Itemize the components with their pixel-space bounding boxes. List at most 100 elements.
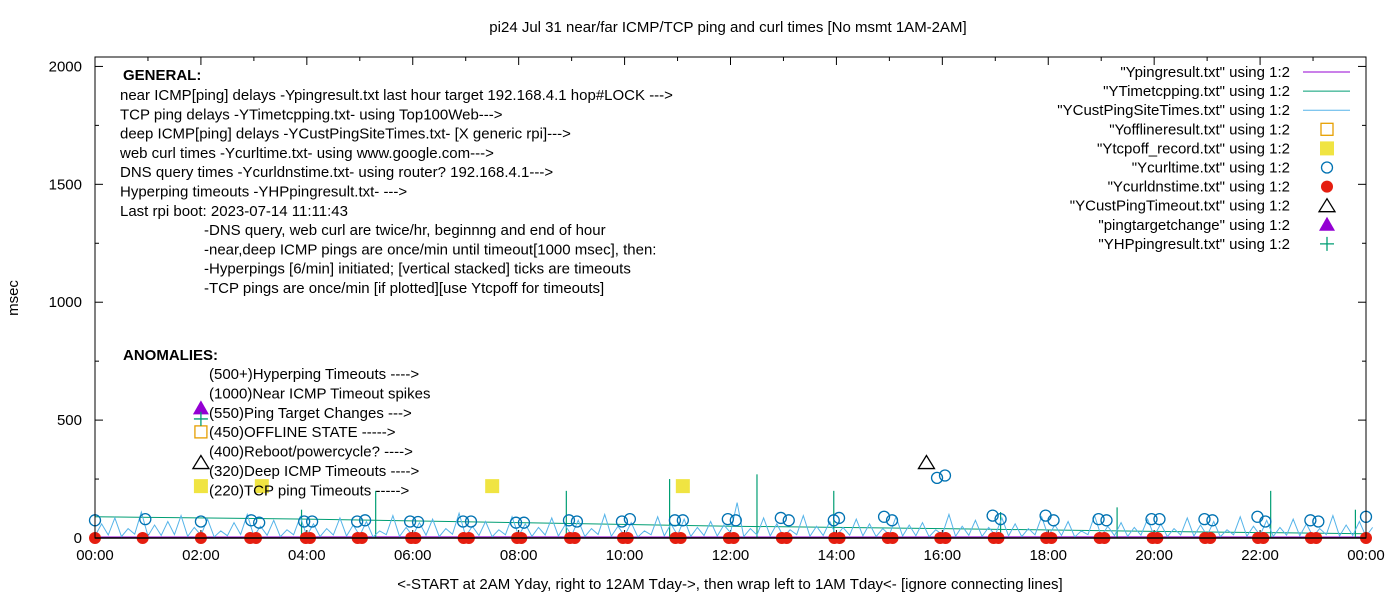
legend-label: "Ypingresult.txt" using 1:2 xyxy=(1120,64,1290,81)
general-note-line: DNS query times -Ycurldnstime.txt- using… xyxy=(120,164,553,181)
legend-swatch-open-circle xyxy=(1320,161,1334,174)
series-5-point xyxy=(1312,515,1325,528)
legend-label: "Yofflineresult.txt" using 1:2 xyxy=(1109,121,1290,138)
series-5-point xyxy=(930,471,944,485)
series-5-point xyxy=(403,515,417,528)
series-5-point xyxy=(464,515,478,528)
series-5-point xyxy=(139,512,152,526)
series-5-point xyxy=(305,515,319,528)
series-5-point xyxy=(782,514,795,527)
y-tick-label: 1000 xyxy=(49,294,82,311)
x-tick-label: 00:00 xyxy=(1347,547,1385,564)
anomaly-line: (550)Ping Target Changes ---> xyxy=(209,405,412,422)
y-tick-label: 2000 xyxy=(49,58,82,75)
legend-label: "YHPpingresult.txt" using 1:2 xyxy=(1098,236,1290,253)
general-note-line: near ICMP[ping] delays -Ypingresult.txt … xyxy=(120,87,673,104)
anomaly-line: (500+)Hyperping Timeouts ----> xyxy=(209,366,419,383)
series-5-point xyxy=(721,512,735,526)
x-tick-label: 06:00 xyxy=(394,547,432,564)
x-axis-label: <-START at 2AM Yday, right to 12AM Tday-… xyxy=(397,576,1062,593)
x-tick-label: 16:00 xyxy=(924,547,962,564)
series-5-point xyxy=(668,514,682,527)
series-5-point xyxy=(729,514,742,527)
series-5-point xyxy=(358,514,372,527)
general-sub-line: -Hyperpings [6/min] initiated; [vertical… xyxy=(204,261,631,278)
y-tick-label: 500 xyxy=(57,412,82,429)
series-5-point xyxy=(774,511,787,525)
series-8-point xyxy=(192,400,209,415)
general-sub-line: -DNS query, web curl are twice/hr, begin… xyxy=(204,222,606,239)
series-5-point xyxy=(827,514,840,527)
series-5-point xyxy=(986,509,999,522)
series-7-point xyxy=(917,454,936,470)
legend-swatch-plus xyxy=(1320,236,1334,251)
x-tick-label: 20:00 xyxy=(1135,547,1173,564)
series-5-point xyxy=(253,516,266,529)
plot-frame xyxy=(94,56,1367,539)
general-note-line: Hyperping timeouts -YHPpingresult.txt- -… xyxy=(120,184,407,201)
series-5-point xyxy=(994,512,1007,526)
legend-label: "Ycurldnstime.txt" using 1:2 xyxy=(1108,179,1290,196)
legend-swatch-filled-circle xyxy=(1321,180,1333,193)
x-tick-label: 22:00 xyxy=(1241,547,1279,564)
series-4-point xyxy=(485,479,500,494)
general-heading: GENERAL: xyxy=(123,67,201,84)
series-5-point xyxy=(1100,514,1113,527)
legend-swatch-open-square xyxy=(1320,122,1334,136)
series-5-point xyxy=(562,514,576,527)
series-4-point xyxy=(254,479,269,494)
series-5-point xyxy=(245,514,258,527)
series-5-point xyxy=(877,510,891,523)
general-note-line: deep ICMP[ping] delays -YCustPingSiteTim… xyxy=(120,126,571,143)
series-5-point xyxy=(1092,512,1105,526)
anomalies-heading: ANOMALIES: xyxy=(123,347,218,364)
general-note-line: Last rpi boot: 2023-07-14 11:11:43 xyxy=(120,203,348,220)
series-5-point xyxy=(298,515,311,528)
series-5-point xyxy=(1047,514,1060,527)
anomaly-line: (320)Deep ICMP Timeouts ----> xyxy=(209,463,419,480)
x-tick-label: 00:00 xyxy=(76,547,114,564)
series-5-point xyxy=(1198,512,1211,526)
series-3-point xyxy=(194,425,208,439)
anomaly-line: (450)OFFLINE STATE -----> xyxy=(209,424,396,441)
series-5-point xyxy=(676,514,689,527)
x-tick-label: 08:00 xyxy=(500,547,538,564)
series-5-point xyxy=(1206,514,1219,527)
anomaly-line: (400)Reboot/powercycle? ----> xyxy=(209,444,413,461)
legend-label: "pingtargetchange" using 1:2 xyxy=(1098,217,1290,234)
series-5-point xyxy=(1304,514,1317,527)
legend-label: "Ytcpoff_record.txt" using 1:2 xyxy=(1097,140,1290,157)
anomaly-line: (1000)Near ICMP Timeout spikes xyxy=(209,385,430,402)
y-axis-label: msec xyxy=(5,280,22,316)
general-note-line: web curl times -Ycurltime.txt- using www… xyxy=(119,145,494,162)
legend-label: "YCustPingTimeout.txt" using 1:2 xyxy=(1070,198,1290,215)
x-tick-label: 14:00 xyxy=(818,547,856,564)
series-5-point xyxy=(1259,515,1272,528)
y-tick-label: 1500 xyxy=(49,176,82,193)
x-tick-label: 02:00 xyxy=(182,547,220,564)
series-5-point xyxy=(1145,512,1158,526)
series-7-point xyxy=(191,454,211,470)
series-5-point xyxy=(832,511,846,525)
anomaly-line: (220)TCP ping Timeouts -----> xyxy=(209,482,409,499)
chart-title: pi24 Jul 31 near/far ICMP/TCP ping and c… xyxy=(489,19,966,36)
series-4-point xyxy=(675,479,690,494)
series-5-point xyxy=(411,515,425,529)
legend-label: "YTimetcpping.txt" using 1:2 xyxy=(1103,83,1290,100)
x-tick-label: 04:00 xyxy=(288,547,326,564)
legend-label: "YCustPingSiteTimes.txt" using 1:2 xyxy=(1057,102,1290,119)
general-sub-line: -near,deep ICMP pings are once/min until… xyxy=(204,241,656,258)
legend-label: "Ycurltime.txt" using 1:2 xyxy=(1132,160,1290,177)
series-5-point xyxy=(350,515,364,528)
legend-swatch-filled-square xyxy=(1320,141,1334,156)
x-tick-label: 12:00 xyxy=(712,547,750,564)
series-5-point xyxy=(194,515,208,528)
series-5-point xyxy=(1153,512,1166,526)
series-5-point xyxy=(456,515,470,528)
series-5-point xyxy=(623,512,637,526)
series-5-point xyxy=(509,516,523,529)
series-5-point xyxy=(938,469,952,482)
series-5-point xyxy=(570,515,584,528)
x-tick-label: 10:00 xyxy=(606,547,644,564)
